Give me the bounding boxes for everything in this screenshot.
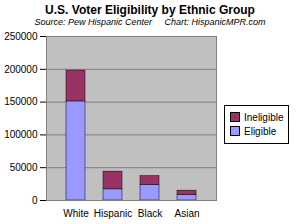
- html-text:Eligible: Eligible: [244, 125, 277, 137]
- svg-text:100000: 100000: [4, 129, 38, 140]
- html-text:Ineligible: Ineligible: [244, 111, 284, 123]
- svg-text:White: White: [63, 208, 89, 219]
- html-text:Source: Pew Hispanic Center Ch: Source: Pew Hispanic Center Chart: Hispa…: [34, 17, 266, 27]
- svg-text:200000: 200000: [4, 64, 38, 75]
- svg-text:Black: Black: [138, 208, 163, 219]
- html-text:U.S. Voter Eligibility by Ethn: U.S. Voter Eligibility by Ethnic Group: [45, 3, 255, 17]
- svg-text:250000: 250000: [4, 31, 38, 42]
- svg-text:Hispanic: Hispanic: [94, 208, 132, 219]
- svg-text:Asian: Asian: [174, 208, 199, 219]
- svg-text:50000: 50000: [10, 162, 38, 173]
- svg-text:150000: 150000: [4, 96, 38, 107]
- svg-text:0: 0: [32, 195, 38, 206]
